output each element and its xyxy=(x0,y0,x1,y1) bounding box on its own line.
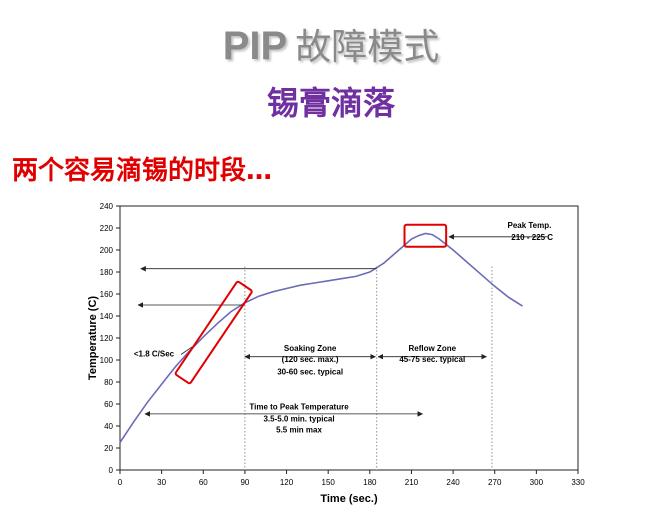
x-tick-label: 240 xyxy=(446,478,460,487)
soaking-max-label: (120 sec. max.) xyxy=(282,355,339,364)
ttp-range-label: 3.5-5.0 min. typical xyxy=(263,415,334,424)
x-tick-label: 60 xyxy=(199,478,208,487)
y-tick-label: 140 xyxy=(100,312,114,321)
title-pip: PIP xyxy=(222,24,288,68)
soaking-typical-label: 30-60 sec. typical xyxy=(277,367,343,376)
time-to-peak-label: Time to Peak Temperature xyxy=(249,403,349,412)
y-tick-label: 120 xyxy=(100,334,114,343)
x-tick-label: 330 xyxy=(571,478,585,487)
slide-title: PIP 故障模式 xyxy=(0,18,662,70)
y-tick-label: 160 xyxy=(100,290,114,299)
x-axis-label: Time (sec.) xyxy=(320,493,378,505)
soaking-zone-label: Soaking Zone xyxy=(284,344,337,353)
y-tick-label: 20 xyxy=(104,444,113,453)
ramp-leader xyxy=(180,346,193,355)
ramp-highlight-box xyxy=(174,280,253,385)
x-tick-label: 90 xyxy=(240,478,249,487)
x-tick-label: 150 xyxy=(322,478,336,487)
y-tick-label: 240 xyxy=(100,202,114,211)
x-tick-label: 270 xyxy=(488,478,502,487)
zone-lines xyxy=(244,266,493,470)
title-failure-mode: 故障模式 xyxy=(295,27,440,68)
y-tick-label: 200 xyxy=(100,246,114,255)
y-tick-label: 100 xyxy=(100,356,114,365)
reflow-zone-label: Reflow Zone xyxy=(408,344,456,353)
y-tick-label: 80 xyxy=(104,378,113,387)
slide-subtitle: 锡膏滴落 xyxy=(266,84,395,122)
x-tick-label: 180 xyxy=(363,478,377,487)
x-tick-label: 120 xyxy=(280,478,294,487)
ramp-rate-label: <1.8 C/Sec xyxy=(134,350,175,359)
x-tick-label: 300 xyxy=(530,478,544,487)
y-axis-label: Temperature (C) xyxy=(87,296,99,380)
highlight-boxes xyxy=(174,223,448,385)
x-tick-label: 0 xyxy=(118,478,123,487)
y-tick-label: 0 xyxy=(109,466,114,475)
slide-heading: 两个容易滴锡的时段… xyxy=(12,156,273,186)
y-tick-label: 40 xyxy=(104,422,113,431)
x-tick-label: 210 xyxy=(405,478,419,487)
y-tick-label: 220 xyxy=(100,224,114,233)
x-tick-label: 30 xyxy=(157,478,166,487)
reflow-typical-label: 45-75 sec. typical xyxy=(399,355,465,364)
y-tick-label: 60 xyxy=(104,400,113,409)
annotation-labels: Peak Temp. 210 - 225 C <1.8 C/Sec Soaking Z… xyxy=(134,221,553,435)
y-tick-label: 180 xyxy=(100,268,114,277)
ttp-max-label: 5.5 min max xyxy=(276,426,322,435)
peak-highlight-box xyxy=(403,223,448,248)
plot-frame xyxy=(119,205,579,471)
annotation-arrows xyxy=(137,234,548,417)
axis-ticks: 0 30 60 90 120 150 180 210 240 270 300 330 0 20 40 60 80… xyxy=(100,202,586,487)
peak-temp-label: Peak Temp. xyxy=(507,221,551,230)
peak-range-label: 210 - 225 C xyxy=(511,233,553,242)
